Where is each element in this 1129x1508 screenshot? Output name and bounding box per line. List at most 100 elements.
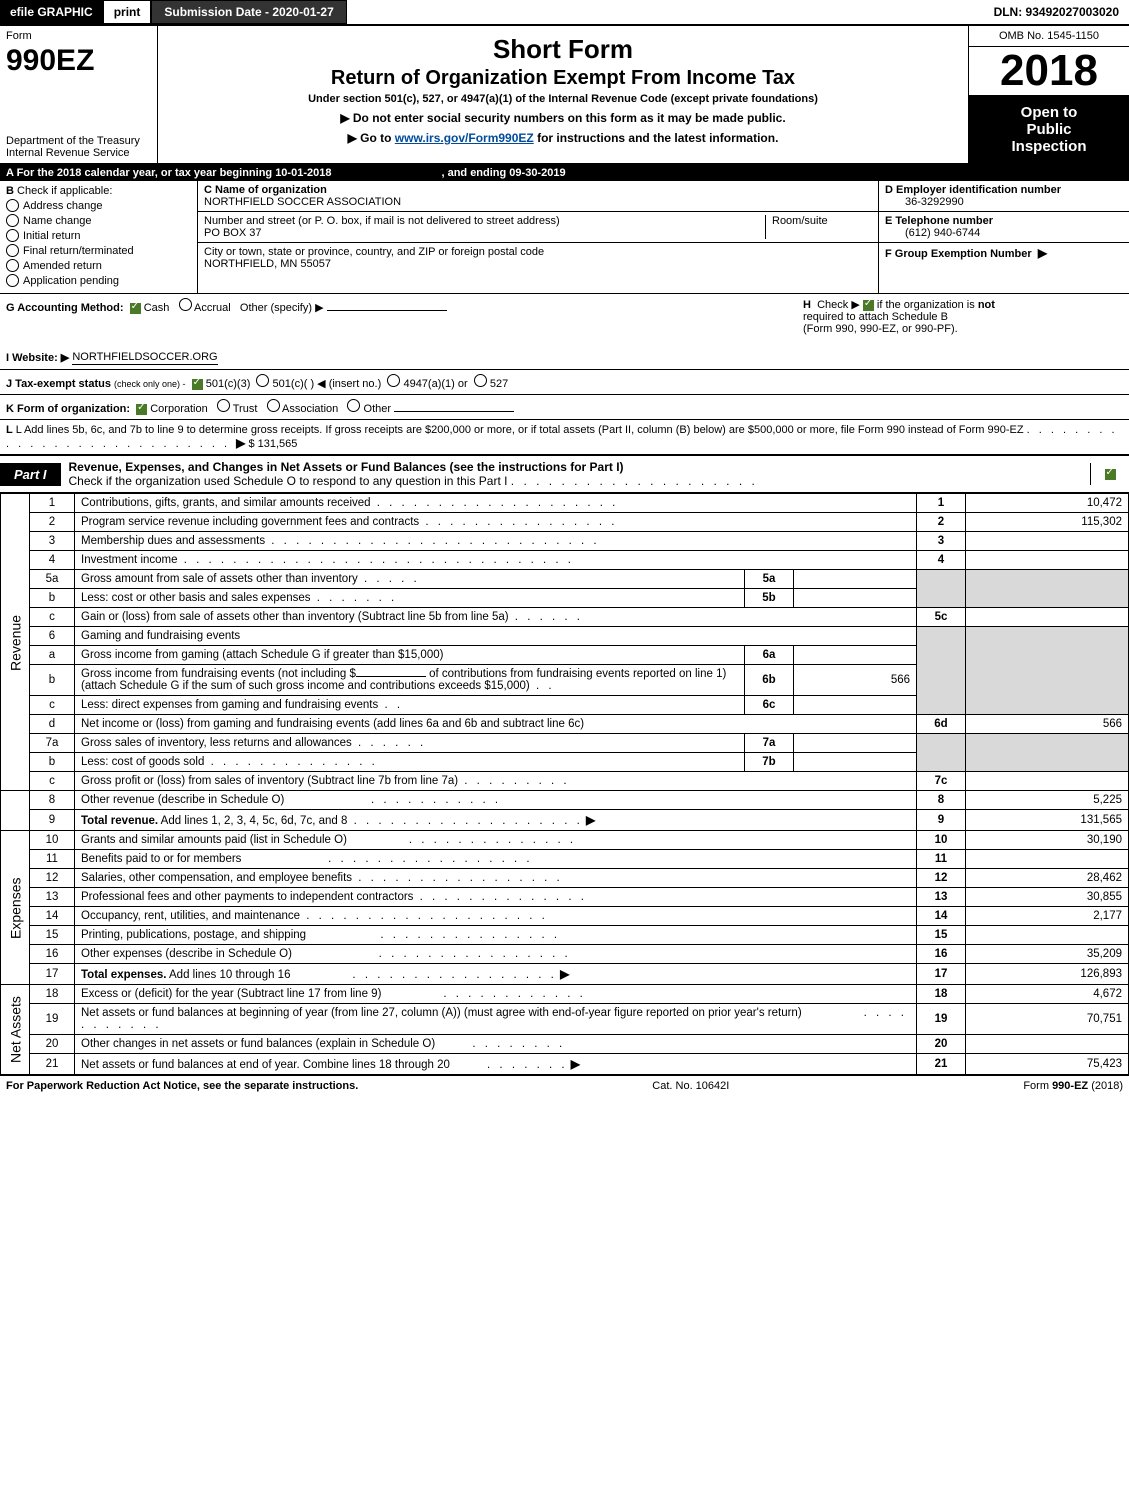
line-num: 17 [30, 964, 75, 985]
checkbox-cash[interactable] [130, 303, 141, 314]
line-num: 5a [30, 570, 75, 589]
h-label: H [803, 299, 811, 311]
circle-trust[interactable] [217, 399, 230, 412]
row-j: J Tax-exempt status (check only one) - 5… [6, 374, 508, 390]
line-num: 7a [30, 734, 75, 753]
line-desc: Gaming and fundraising events [75, 627, 917, 646]
line-desc: Investment income . . . . . . . . . . . … [75, 551, 917, 570]
line-desc: Gain or (loss) from sale of assets other… [75, 608, 917, 627]
line-num: c [30, 608, 75, 627]
line-amount [966, 1035, 1129, 1054]
header-left: Form 990EZ Department of the Treasury In… [0, 26, 158, 163]
check-final-return[interactable]: Final return/terminated [6, 244, 191, 257]
j-label: J Tax-exempt status [6, 378, 111, 390]
ssn-warning: ▶ Do not enter social security numbers o… [168, 111, 958, 125]
circle-icon [6, 199, 19, 212]
sub-value: 566 [794, 665, 917, 696]
sub-ref: 5a [745, 570, 794, 589]
form-header: Form 990EZ Department of the Treasury In… [0, 26, 1129, 165]
checkbox-schedule-b[interactable] [863, 300, 874, 311]
circle-association[interactable] [267, 399, 280, 412]
footer-center: Cat. No. 10642I [652, 1080, 729, 1092]
line-amount: 566 [966, 715, 1129, 734]
main-title: Return of Organization Exempt From Incom… [168, 67, 958, 90]
expenses-side-label: Expenses [1, 831, 30, 985]
line-ref: 18 [917, 985, 966, 1004]
line-num: 6 [30, 627, 75, 646]
line-amount: 75,423 [966, 1054, 1129, 1075]
circle-4947[interactable] [387, 374, 400, 387]
open-inspection-box: Open to Public Inspection [969, 96, 1129, 163]
city-value: NORTHFIELD, MN 55057 [204, 258, 331, 270]
sub-value [794, 696, 917, 715]
line-num: 12 [30, 869, 75, 888]
check-name-change[interactable]: Name change [6, 214, 191, 227]
check-initial-return[interactable]: Initial return [6, 229, 191, 242]
section-c: C Name of organization NORTHFIELD SOCCER… [198, 181, 878, 293]
line-amount [966, 608, 1129, 627]
line-desc: Net assets or fund balances at beginning… [75, 1004, 917, 1035]
section-b-label: B [6, 185, 14, 197]
line-amount [966, 551, 1129, 570]
line-desc: Other changes in net assets or fund bala… [75, 1035, 917, 1054]
checkbox-corporation[interactable] [136, 404, 147, 415]
checkbox-501c3[interactable] [192, 379, 203, 390]
circle-accrual[interactable] [179, 298, 192, 311]
line-desc: Membership dues and assessments . . . . … [75, 532, 917, 551]
submission-date: Submission Date - 2020-01-27 [151, 0, 346, 24]
sub-ref: 7a [745, 734, 794, 753]
line-desc: Gross profit or (loss) from sales of inv… [75, 772, 917, 791]
line-num: 15 [30, 926, 75, 945]
row-h: H Check ▶ if the organization is not req… [793, 298, 1123, 335]
footer-left: For Paperwork Reduction Act Notice, see … [6, 1080, 358, 1092]
print-button[interactable]: print [103, 0, 152, 24]
check-amended-return[interactable]: Amended return [6, 259, 191, 272]
circle-other[interactable] [347, 399, 360, 412]
check-address-change[interactable]: Address change [6, 199, 191, 212]
org-name-value: NORTHFIELD SOCCER ASSOCIATION [204, 196, 401, 208]
circle-icon [6, 229, 19, 242]
check-label: Address change [23, 200, 103, 212]
dept-treasury: Department of the Treasury [6, 135, 151, 147]
irs-link[interactable]: www.irs.gov/Form990EZ [395, 131, 534, 145]
line-ref: 17 [917, 964, 966, 985]
line-ref: 20 [917, 1035, 966, 1054]
line-num: 19 [30, 1004, 75, 1035]
header-center: Short Form Return of Organization Exempt… [158, 26, 968, 163]
circle-501c[interactable] [256, 374, 269, 387]
check-application-pending[interactable]: Application pending [6, 274, 191, 287]
part1-checkbox[interactable] [1090, 463, 1129, 485]
omb-number: OMB No. 1545-1150 [969, 26, 1129, 47]
line-amount: 30,855 [966, 888, 1129, 907]
line-ref: 12 [917, 869, 966, 888]
line-desc: Less: direct expenses from gaming and fu… [75, 696, 745, 715]
line-num: b [30, 589, 75, 608]
line-ref: 2 [917, 513, 966, 532]
circle-icon [6, 274, 19, 287]
line-desc: Less: cost of goods sold . . . . . . . .… [75, 753, 745, 772]
efile-label: efile GRAPHIC [0, 0, 103, 24]
line-amount: 5,225 [966, 791, 1129, 810]
j-opt3: 4947(a)(1) or [403, 378, 467, 390]
period-row: A For the 2018 calendar year, or tax yea… [0, 165, 1129, 181]
shaded-cell [917, 627, 966, 715]
circle-527[interactable] [474, 374, 487, 387]
circle-icon [6, 244, 19, 257]
line-amount: 115,302 [966, 513, 1129, 532]
footer-right: Form 990-EZ (2018) [1023, 1080, 1123, 1092]
open-line3: Inspection [973, 138, 1125, 155]
line-num: d [30, 715, 75, 734]
line-desc: Net income or (loss) from gaming and fun… [75, 715, 917, 734]
line-num: c [30, 772, 75, 791]
line-ref: 8 [917, 791, 966, 810]
line-amount [966, 926, 1129, 945]
line-ref: 10 [917, 831, 966, 850]
line-num: 20 [30, 1035, 75, 1054]
g-label: G Accounting Method: [6, 302, 124, 314]
footer: For Paperwork Reduction Act Notice, see … [0, 1075, 1129, 1096]
line-num: 4 [30, 551, 75, 570]
line-ref: 21 [917, 1054, 966, 1075]
shaded-cell [966, 627, 1129, 715]
line-desc: Other revenue (describe in Schedule O) .… [75, 791, 917, 810]
check-label: Amended return [23, 260, 102, 272]
